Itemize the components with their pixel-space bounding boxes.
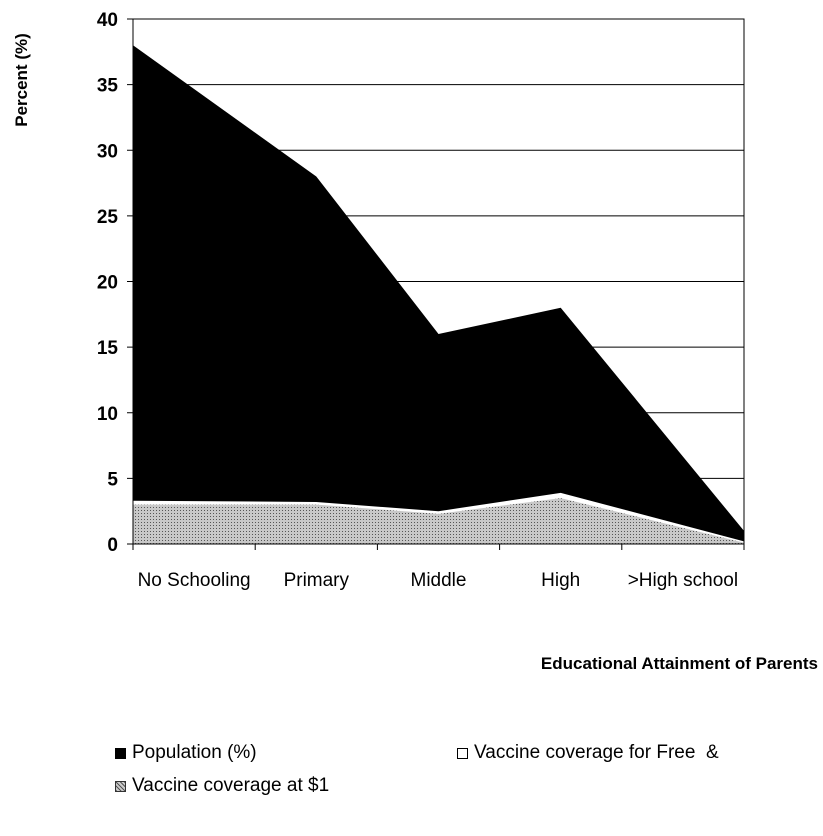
legend-item-population: Population (%) xyxy=(115,742,257,764)
legend-label-free: Vaccine coverage for Free & xyxy=(474,742,719,763)
x-tick-label-primary: Primary xyxy=(284,570,350,591)
y-tick-label-30: 30 xyxy=(97,141,118,162)
area-vaccine-dollar xyxy=(133,498,744,544)
area-population xyxy=(133,45,744,544)
y-tick-label-40: 40 xyxy=(97,10,118,31)
x-tick-label-high: High xyxy=(541,570,580,591)
legend-swatch-free xyxy=(457,747,468,759)
y-tick-label-20: 20 xyxy=(97,273,118,294)
y-tick-label-35: 35 xyxy=(97,76,119,97)
y-tick-label-0: 0 xyxy=(107,535,118,556)
y-axis-ticks: 0 5 10 15 20 25 30 35 40 xyxy=(97,10,133,556)
y-tick-label-15: 15 xyxy=(97,338,119,359)
legend-item-dollar: Vaccine coverage at $1 xyxy=(115,775,329,797)
x-tick-label-no-schooling: No Schooling xyxy=(138,570,251,591)
legend-swatch-dollar xyxy=(115,780,126,792)
legend-label-dollar: Vaccine coverage at $1 xyxy=(132,775,330,796)
legend-item-free: Vaccine coverage for Free & xyxy=(457,742,719,764)
legend-label-population: Population (%) xyxy=(132,742,257,763)
y-tick-label-5: 5 xyxy=(107,469,118,490)
x-axis-ticks: No Schooling Primary Middle High >High schoo… xyxy=(132,544,745,591)
y-axis-label: Percent (%) xyxy=(12,33,31,127)
x-axis-label: Educational Attainment of Parents xyxy=(541,654,818,673)
legend-swatch-population xyxy=(115,747,126,759)
x-tick-label-middle: Middle xyxy=(411,570,467,591)
x-tick-label-high-school: >High school xyxy=(628,570,738,591)
y-tick-label-25: 25 xyxy=(97,207,119,228)
plot-areas xyxy=(133,45,744,544)
y-tick-label-10: 10 xyxy=(97,404,118,425)
